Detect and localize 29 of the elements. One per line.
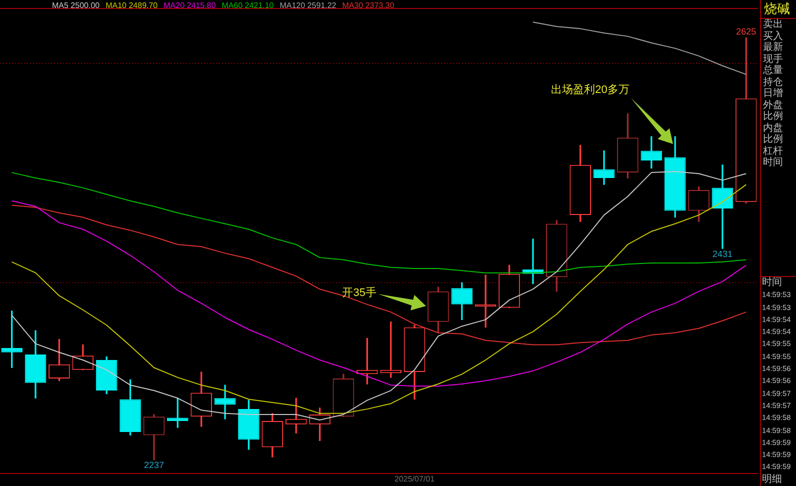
text: MA60 2421.10 xyxy=(222,1,274,10)
text: 最新 xyxy=(762,42,784,54)
annotation: 2431 xyxy=(712,248,732,259)
text: MA10 2489.70 xyxy=(106,1,158,10)
text: 比例 xyxy=(762,134,784,146)
text: 明细 xyxy=(761,474,783,486)
text: 时间 xyxy=(762,157,784,168)
text: MA30 2373.30 xyxy=(342,1,394,10)
text: 外盘 xyxy=(762,100,784,110)
text: 总量 xyxy=(762,65,784,76)
text: 现手 xyxy=(762,54,784,64)
text: 日增 xyxy=(762,88,784,100)
text: MA20 2415.80 xyxy=(164,1,216,10)
candlestick xyxy=(593,150,615,185)
text: 比例 xyxy=(762,111,784,122)
chart-title: 烧碱 xyxy=(761,0,796,19)
text: MA5 2500.00 xyxy=(52,1,100,10)
annotation: 2237 xyxy=(144,460,164,470)
text: 时间 xyxy=(761,277,783,290)
annotation: 2625 xyxy=(736,26,756,36)
text: 杠杆 xyxy=(762,146,784,156)
annotation: 开35手 xyxy=(342,286,376,300)
text: 持仓 xyxy=(762,76,784,88)
text: MA120 2591.22 xyxy=(280,1,336,10)
annotation: 出场盈利20多万 xyxy=(551,83,630,98)
text: 卖出 xyxy=(762,19,784,30)
text: 买入 xyxy=(762,30,784,42)
text: 内盘 xyxy=(762,122,784,134)
candlestick xyxy=(214,384,236,420)
